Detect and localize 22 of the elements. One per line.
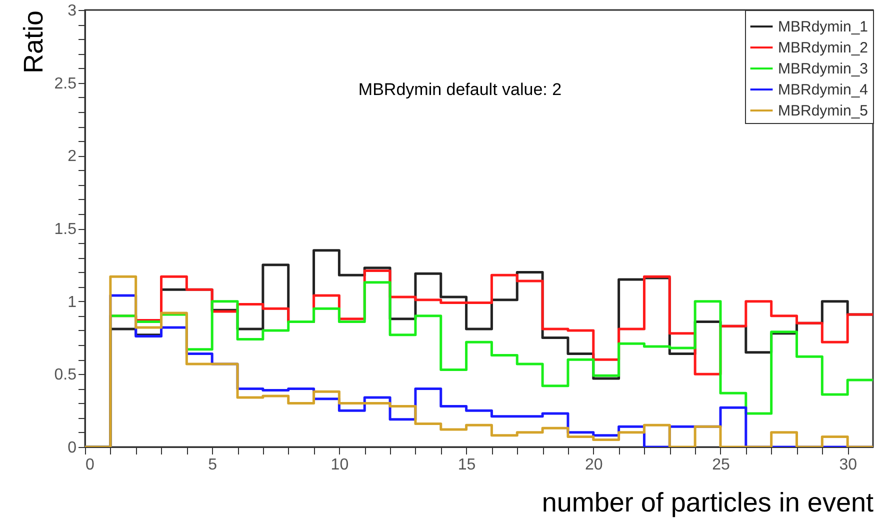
x-tick-label: 0	[86, 456, 94, 474]
y-tick-label: 1.5	[54, 221, 77, 238]
y-axis-title: Ratio	[18, 10, 48, 74]
annotation: MBRdymin default value: 2	[358, 80, 562, 99]
y-tick-label: 2.5	[54, 75, 77, 92]
legend-label: MBRdymin_2	[778, 40, 868, 56]
legend-label: MBRdymin_5	[778, 102, 868, 120]
y-tick-label: 1	[68, 294, 77, 311]
legend-label: MBRdymin_1	[778, 18, 868, 36]
x-tick-label: 5	[208, 456, 218, 474]
x-axis-title: number of particles in event	[542, 488, 874, 518]
y-tick-label: 0.5	[54, 366, 77, 384]
x-tick-label: 20	[584, 456, 603, 474]
x-tick-label: 25	[712, 456, 730, 474]
legend-label: MBRdymin_4	[778, 82, 868, 98]
y-tick-label: 2	[68, 148, 77, 166]
y-tick-label: 3	[68, 2, 77, 20]
legend-label: MBRdymin_3	[778, 60, 868, 78]
x-tick-label: 10	[330, 456, 349, 474]
x-tick-label: 30	[839, 456, 858, 474]
x-tick-label: 15	[458, 456, 476, 474]
y-tick-label: 0	[68, 440, 77, 456]
